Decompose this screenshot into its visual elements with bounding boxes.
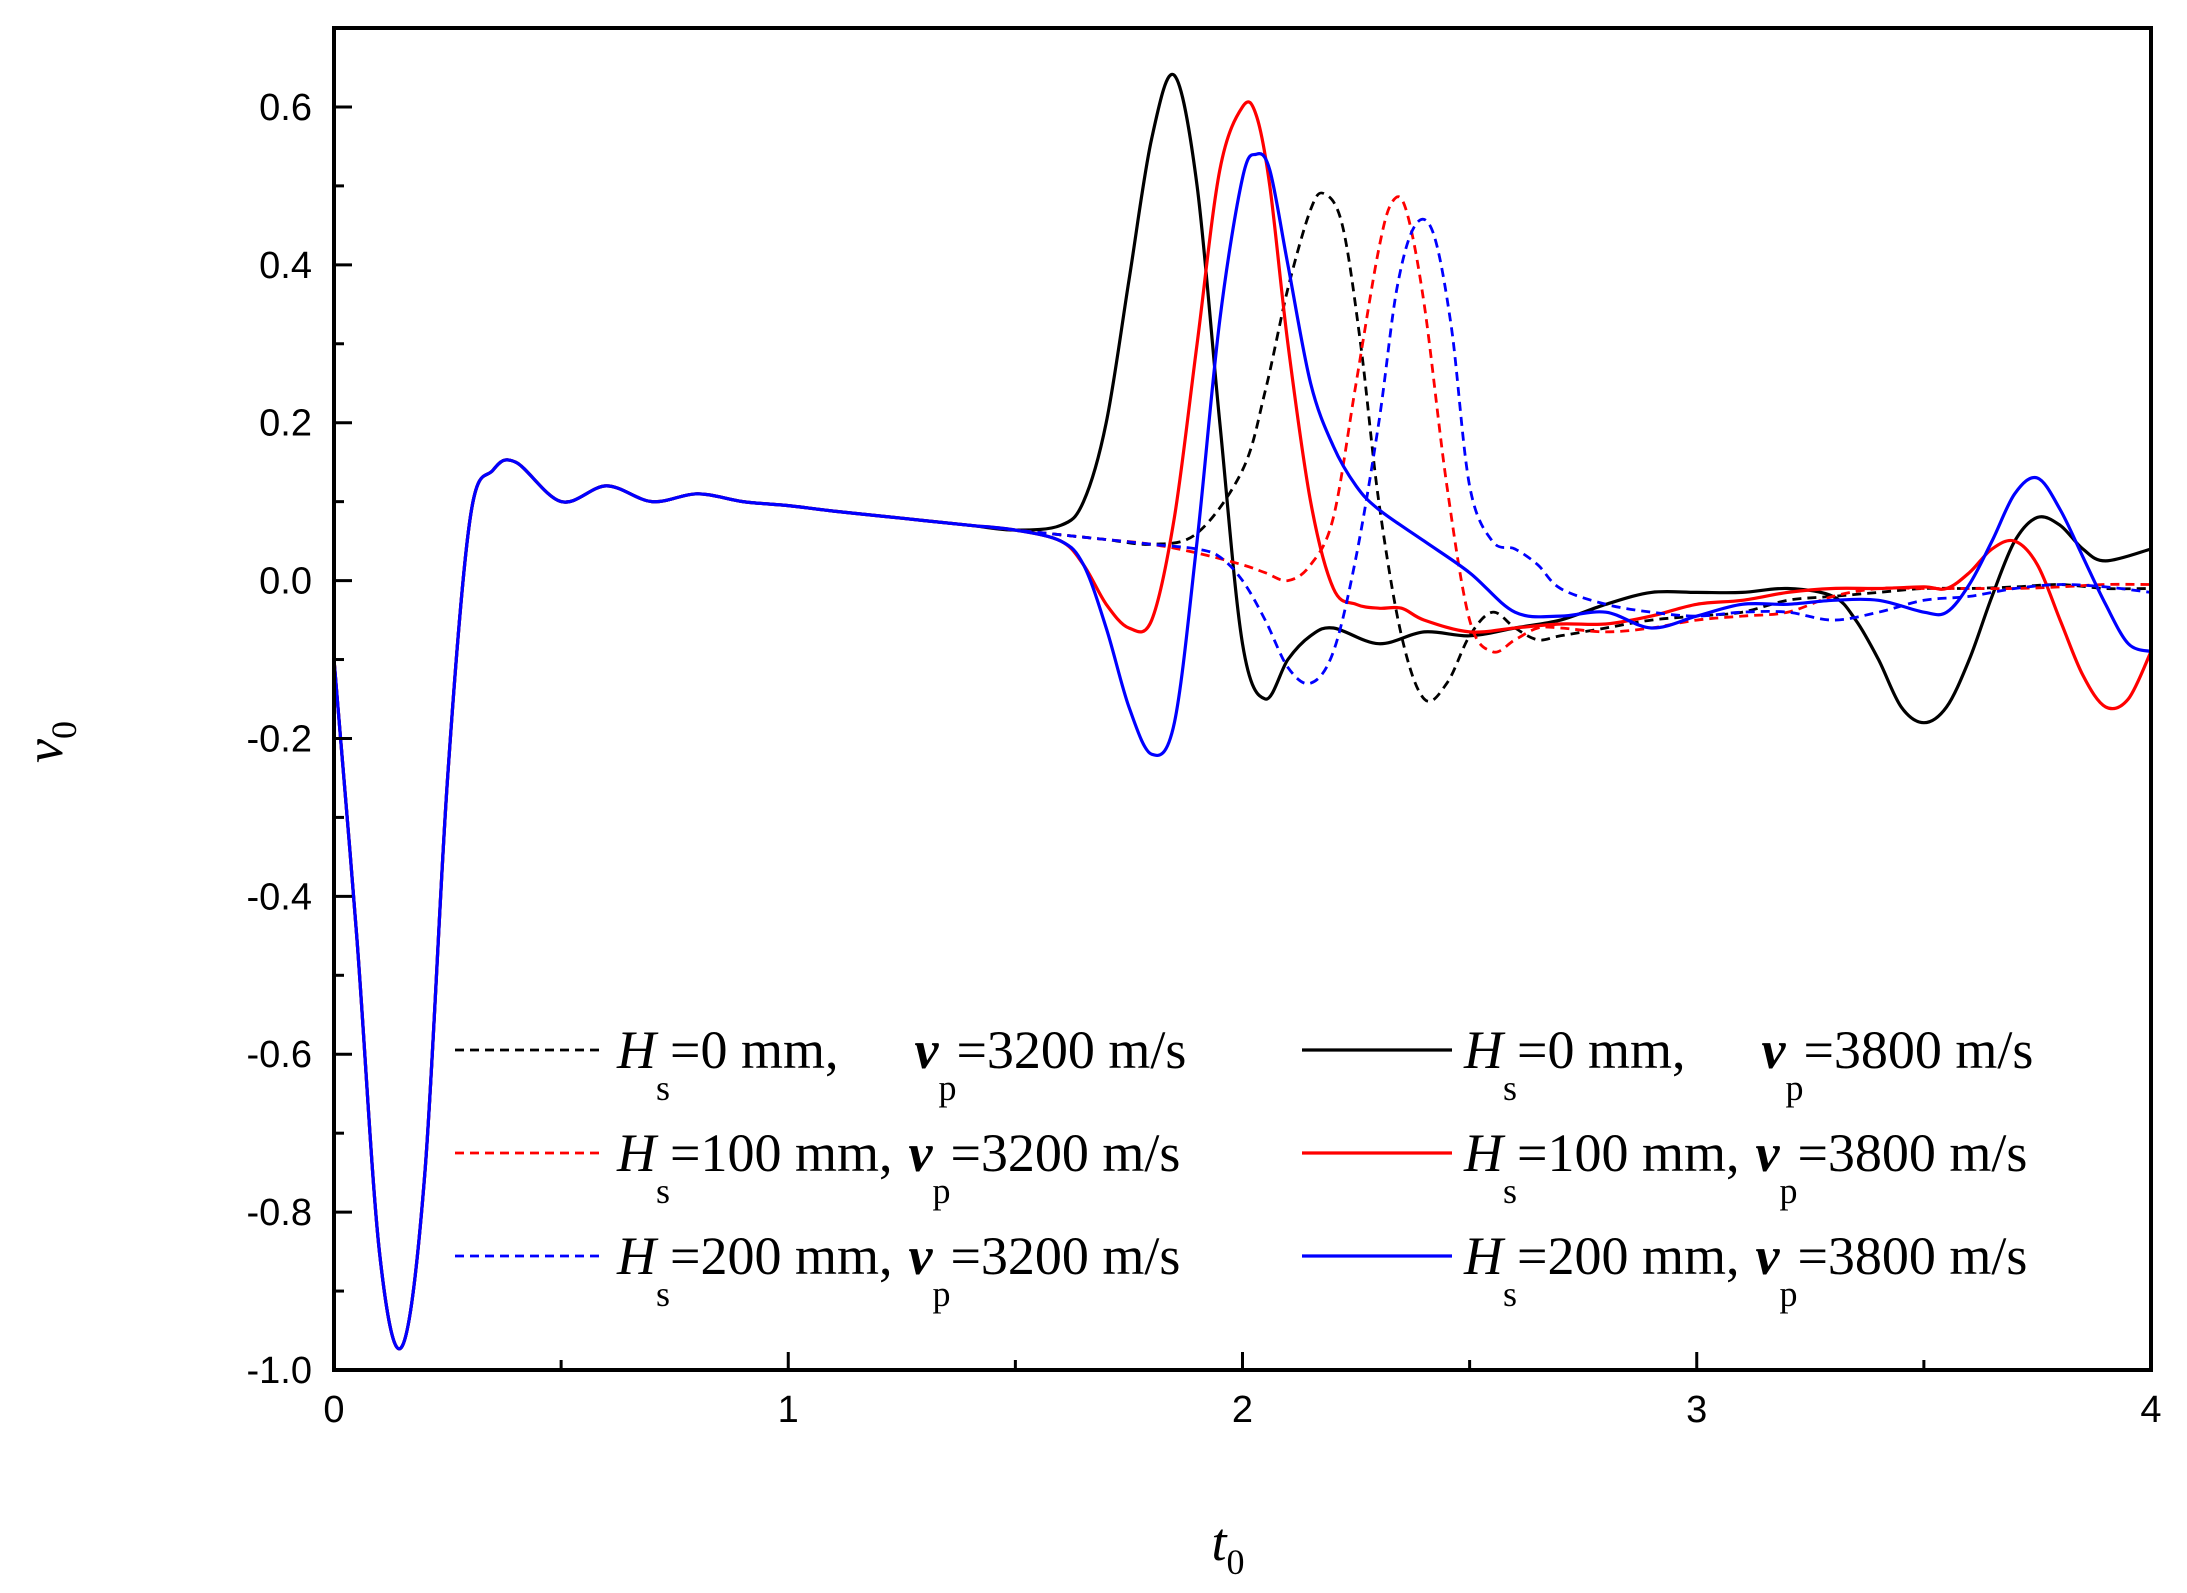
x-tick-label-4: 4 [2140, 1389, 2161, 1431]
y-axis-symbol: v [14, 739, 74, 763]
x-tick-label-2: 2 [1232, 1389, 1253, 1431]
x-tick-label-0: 0 [323, 1389, 344, 1431]
y-tick-label-6: 0.2 [259, 403, 312, 445]
legend-entry-4: Hs=100 mm, vp=3800 m/s [1302, 1123, 2027, 1211]
y-tick-label-1: -0.8 [247, 1192, 312, 1234]
x-tick-labels: 0 1 2 3 4 [323, 1389, 2161, 1431]
y-tick-label-3: -0.4 [247, 876, 312, 918]
legend: Hs=0 mm, vp=3200 m/s Hs=0 mm, vp=3800 m/s Hs… [455, 1020, 2033, 1314]
legend-entry-5: Hs=200 mm, vp=3200 m/s [455, 1226, 1180, 1314]
legend-entry-6: Hs=200 mm, vp=3800 m/s [1302, 1226, 2027, 1314]
series-layer [334, 72, 2151, 1351]
legend-entry-2: Hs=0 mm, vp=3800 m/s [1302, 1020, 2033, 1108]
legend-entry-3: Hs=100 mm, vp=3200 m/s [455, 1123, 1180, 1211]
y-tick-label-7: 0.4 [259, 245, 312, 287]
y-tick-label-5: 0.0 [259, 561, 312, 603]
legend-entry-1: Hs=0 mm, vp=3200 m/s [455, 1020, 1186, 1108]
y-tick-label-0: -1.0 [247, 1350, 312, 1392]
tick-layer [332, 105, 2153, 1372]
x-tick-label-3: 3 [1686, 1389, 1707, 1431]
y-tick-label-4: -0.2 [247, 718, 312, 760]
x-axis-label: t0 [1211, 1512, 1244, 1582]
y-tick-label-2: -0.6 [247, 1034, 312, 1076]
y-axis-subscript: 0 [44, 721, 84, 739]
series-line-6 [334, 152, 2151, 1351]
legend-label: Hs=100 mm, vp=3800 m/s [1463, 1123, 2027, 1211]
y-tick-labels: -1.0 -0.8 -0.6 -0.4 -0.2 0.0 0.2 0.4 0.6 [247, 87, 312, 1392]
y-tick-label-8: 0.6 [259, 87, 312, 129]
legend-label: Hs=0 mm, vp=3800 m/s [1463, 1020, 2033, 1108]
x-axis-symbol: t [1211, 1512, 1228, 1572]
x-axis-subscript: 0 [1227, 1542, 1245, 1582]
y-axis-label: v0 [14, 721, 84, 763]
legend-label: Hs=0 mm, vp=3200 m/s [616, 1020, 1186, 1108]
x-tick-label-1: 1 [778, 1389, 799, 1431]
legend-label: Hs=200 mm, vp=3200 m/s [616, 1226, 1180, 1314]
legend-label: Hs=100 mm, vp=3200 m/s [616, 1123, 1180, 1211]
legend-label: Hs=200 mm, vp=3800 m/s [1463, 1226, 2027, 1314]
